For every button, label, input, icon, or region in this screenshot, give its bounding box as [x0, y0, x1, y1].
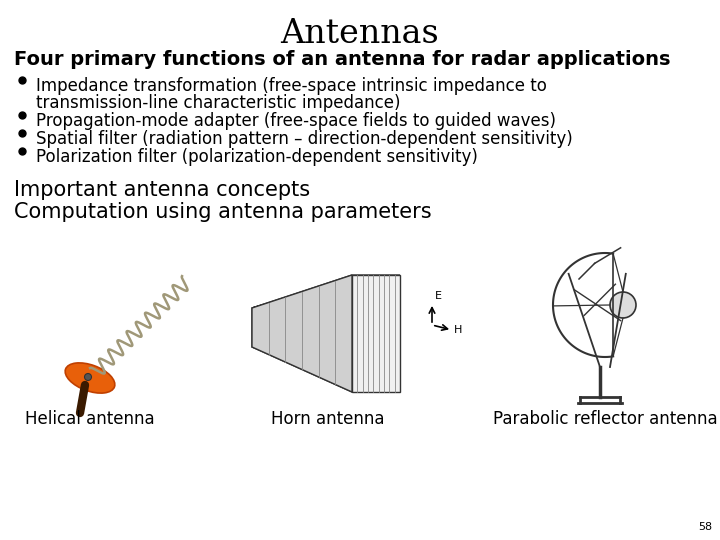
Text: Four primary functions of an antenna for radar applications: Four primary functions of an antenna for…	[14, 50, 670, 69]
Text: transmission-line characteristic impedance): transmission-line characteristic impedan…	[36, 94, 400, 112]
Text: Polarization filter (polarization-dependent sensitivity): Polarization filter (polarization-depend…	[36, 148, 478, 166]
Text: Computation using antenna parameters: Computation using antenna parameters	[14, 202, 431, 222]
Circle shape	[84, 374, 91, 381]
Text: Impedance transformation (free-space intrinsic impedance to: Impedance transformation (free-space int…	[36, 77, 547, 95]
Text: Propagation-mode adapter (free-space fields to guided waves): Propagation-mode adapter (free-space fie…	[36, 112, 556, 130]
Text: 58: 58	[698, 522, 712, 532]
Text: Antennas: Antennas	[281, 18, 439, 50]
Text: E: E	[435, 291, 442, 301]
Text: Horn antenna: Horn antenna	[271, 410, 384, 428]
Text: Parabolic reflector antenna: Parabolic reflector antenna	[492, 410, 717, 428]
Polygon shape	[352, 275, 400, 392]
Text: Spatial filter (radiation pattern – direction-dependent sensitivity): Spatial filter (radiation pattern – dire…	[36, 130, 572, 148]
Polygon shape	[252, 347, 400, 392]
Polygon shape	[252, 275, 352, 392]
Text: Important antenna concepts: Important antenna concepts	[14, 180, 310, 200]
Ellipse shape	[66, 363, 114, 393]
Circle shape	[610, 292, 636, 318]
Text: Helical antenna: Helical antenna	[25, 410, 155, 428]
Text: H: H	[454, 325, 462, 335]
Polygon shape	[252, 275, 400, 308]
Polygon shape	[252, 300, 280, 355]
